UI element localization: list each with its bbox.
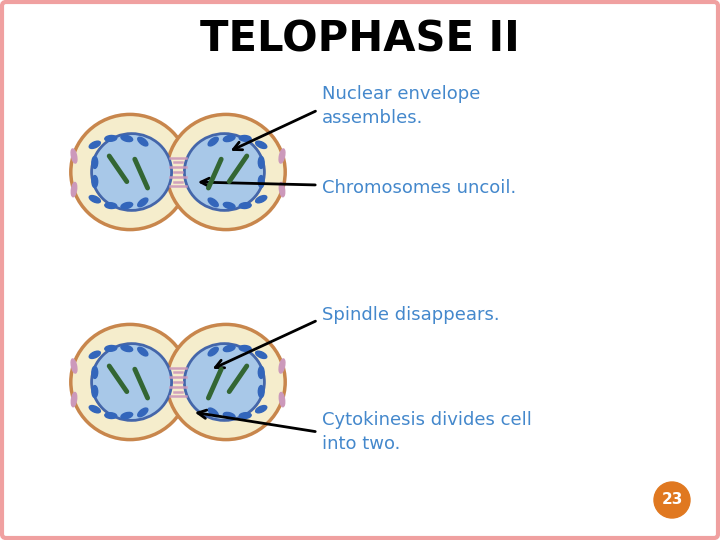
Ellipse shape xyxy=(138,137,148,146)
Ellipse shape xyxy=(71,393,77,407)
Text: Chromosomes uncoil.: Chromosomes uncoil. xyxy=(322,179,516,197)
Ellipse shape xyxy=(239,413,251,418)
Ellipse shape xyxy=(239,136,251,141)
Text: Spindle disappears.: Spindle disappears. xyxy=(322,306,500,324)
Ellipse shape xyxy=(71,114,189,230)
Ellipse shape xyxy=(279,149,285,163)
Ellipse shape xyxy=(89,141,100,148)
Circle shape xyxy=(654,482,690,518)
Ellipse shape xyxy=(279,183,284,197)
Ellipse shape xyxy=(208,408,218,417)
Ellipse shape xyxy=(92,367,98,379)
Ellipse shape xyxy=(256,351,267,359)
Ellipse shape xyxy=(89,351,100,359)
Ellipse shape xyxy=(258,367,264,379)
Ellipse shape xyxy=(223,345,235,352)
Text: TELOPHASE II: TELOPHASE II xyxy=(200,19,520,61)
Ellipse shape xyxy=(184,343,264,421)
Ellipse shape xyxy=(138,347,148,356)
Ellipse shape xyxy=(208,137,218,146)
Ellipse shape xyxy=(71,183,77,197)
Ellipse shape xyxy=(208,198,218,207)
Ellipse shape xyxy=(258,386,264,397)
Ellipse shape xyxy=(91,133,171,211)
Ellipse shape xyxy=(239,202,251,208)
Ellipse shape xyxy=(256,195,267,203)
Ellipse shape xyxy=(223,135,235,141)
Ellipse shape xyxy=(256,406,267,413)
Ellipse shape xyxy=(184,133,264,211)
Ellipse shape xyxy=(92,386,98,397)
Ellipse shape xyxy=(258,176,264,187)
Ellipse shape xyxy=(121,345,132,352)
Ellipse shape xyxy=(92,157,98,168)
Ellipse shape xyxy=(92,176,98,187)
Ellipse shape xyxy=(89,195,100,203)
Text: Cytokinesis divides cell
into two.: Cytokinesis divides cell into two. xyxy=(322,411,532,453)
Ellipse shape xyxy=(258,157,264,168)
Ellipse shape xyxy=(138,198,148,207)
Ellipse shape xyxy=(121,135,132,141)
Ellipse shape xyxy=(167,114,285,230)
Ellipse shape xyxy=(91,343,171,421)
Ellipse shape xyxy=(223,202,235,209)
Ellipse shape xyxy=(71,325,189,440)
Ellipse shape xyxy=(208,347,218,356)
Ellipse shape xyxy=(167,325,285,440)
Ellipse shape xyxy=(138,408,148,417)
Text: 23: 23 xyxy=(661,492,683,508)
Ellipse shape xyxy=(279,359,285,373)
Ellipse shape xyxy=(105,202,117,208)
Ellipse shape xyxy=(105,413,117,418)
Ellipse shape xyxy=(256,141,267,148)
Ellipse shape xyxy=(121,202,132,209)
Ellipse shape xyxy=(71,149,77,163)
Ellipse shape xyxy=(105,346,117,352)
Ellipse shape xyxy=(279,393,284,407)
Ellipse shape xyxy=(223,413,235,419)
Ellipse shape xyxy=(239,346,251,352)
Ellipse shape xyxy=(121,413,132,419)
Ellipse shape xyxy=(89,406,100,413)
Ellipse shape xyxy=(105,136,117,141)
Ellipse shape xyxy=(71,359,77,373)
Text: Nuclear envelope
assembles.: Nuclear envelope assembles. xyxy=(322,85,480,126)
